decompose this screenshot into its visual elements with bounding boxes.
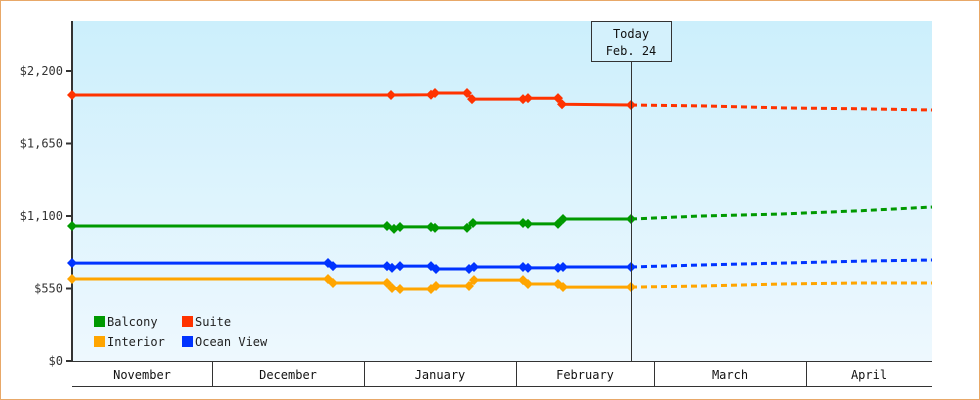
legend-swatch [182, 316, 193, 327]
data-point-marker[interactable] [523, 218, 533, 229]
data-point-marker[interactable] [387, 282, 397, 293]
legend-swatch [94, 316, 105, 327]
data-point-marker[interactable] [558, 262, 568, 273]
legend-item-suite[interactable]: Suite [182, 315, 231, 329]
legend-item-balcony[interactable]: Balcony [94, 315, 158, 329]
plot-area [72, 21, 932, 361]
data-point-marker[interactable] [553, 93, 563, 104]
y-tick-label: $1,100 [20, 209, 63, 223]
x-axis: November December January February March Apri… [72, 361, 932, 387]
data-point-marker[interactable] [557, 99, 567, 110]
series-interior [67, 274, 932, 295]
series-balcony [67, 205, 933, 234]
month-label: December [259, 368, 317, 382]
data-point-marker[interactable] [387, 262, 397, 273]
data-point-marker[interactable] [430, 222, 440, 233]
data-point-marker[interactable] [328, 261, 338, 272]
y-tick-label: $550 [34, 282, 63, 296]
legend-swatch [182, 336, 193, 347]
month-label: February [556, 368, 614, 382]
series-suite [67, 88, 933, 112]
data-point-marker[interactable] [328, 277, 338, 288]
data-point-marker[interactable] [382, 277, 392, 288]
data-point-marker[interactable] [468, 217, 478, 228]
month-label: November [113, 368, 171, 382]
data-point-marker[interactable] [523, 262, 533, 273]
data-point-marker[interactable] [430, 88, 440, 99]
data-point-marker[interactable] [395, 284, 405, 295]
legend-swatch [94, 336, 105, 347]
data-point-marker[interactable] [558, 214, 568, 225]
data-point-marker[interactable] [462, 88, 472, 99]
data-point-marker[interactable] [523, 93, 533, 104]
y-tick-label: $0 [49, 354, 63, 368]
legend-label: Balcony [107, 315, 158, 329]
legend-item-interior[interactable]: Interior [94, 335, 165, 349]
data-point-marker[interactable] [431, 263, 441, 274]
y-tick-label: $1,650 [20, 137, 63, 151]
legend-label: Interior [107, 335, 165, 349]
data-point-marker[interactable] [386, 89, 396, 100]
series-ocean-view [67, 258, 933, 274]
data-point-marker[interactable] [431, 280, 441, 291]
legend: Balcony Suite Interior Ocean View [94, 315, 268, 349]
today-label: Today [613, 27, 649, 41]
legend-label: Suite [195, 315, 231, 329]
data-point-marker[interactable] [467, 94, 477, 105]
y-tick-label: $2,200 [20, 64, 63, 78]
data-point-marker[interactable] [395, 221, 405, 232]
data-point-marker[interactable] [67, 89, 77, 100]
data-point-marker[interactable] [464, 280, 474, 291]
series-lines [67, 88, 933, 295]
data-point-marker[interactable] [67, 258, 77, 269]
month-label: March [712, 368, 748, 382]
data-point-marker[interactable] [469, 262, 479, 273]
today-marker: Today Feb. 24 [591, 21, 672, 361]
data-point-marker[interactable] [462, 222, 472, 233]
data-point-marker[interactable] [523, 279, 533, 290]
data-point-marker[interactable] [67, 221, 77, 232]
data-point-marker[interactable] [558, 282, 568, 293]
month-label: January [415, 368, 466, 382]
month-label: April [851, 368, 887, 382]
y-axis: $0 $550 $1,100 $1,650 $2,200 [20, 21, 73, 368]
data-point-marker[interactable] [67, 274, 77, 285]
data-point-marker[interactable] [469, 275, 479, 286]
legend-item-ocean-view[interactable]: Ocean View [182, 335, 268, 349]
today-date: Feb. 24 [606, 44, 657, 58]
data-point-marker[interactable] [395, 261, 405, 272]
legend-label: Ocean View [195, 335, 268, 349]
